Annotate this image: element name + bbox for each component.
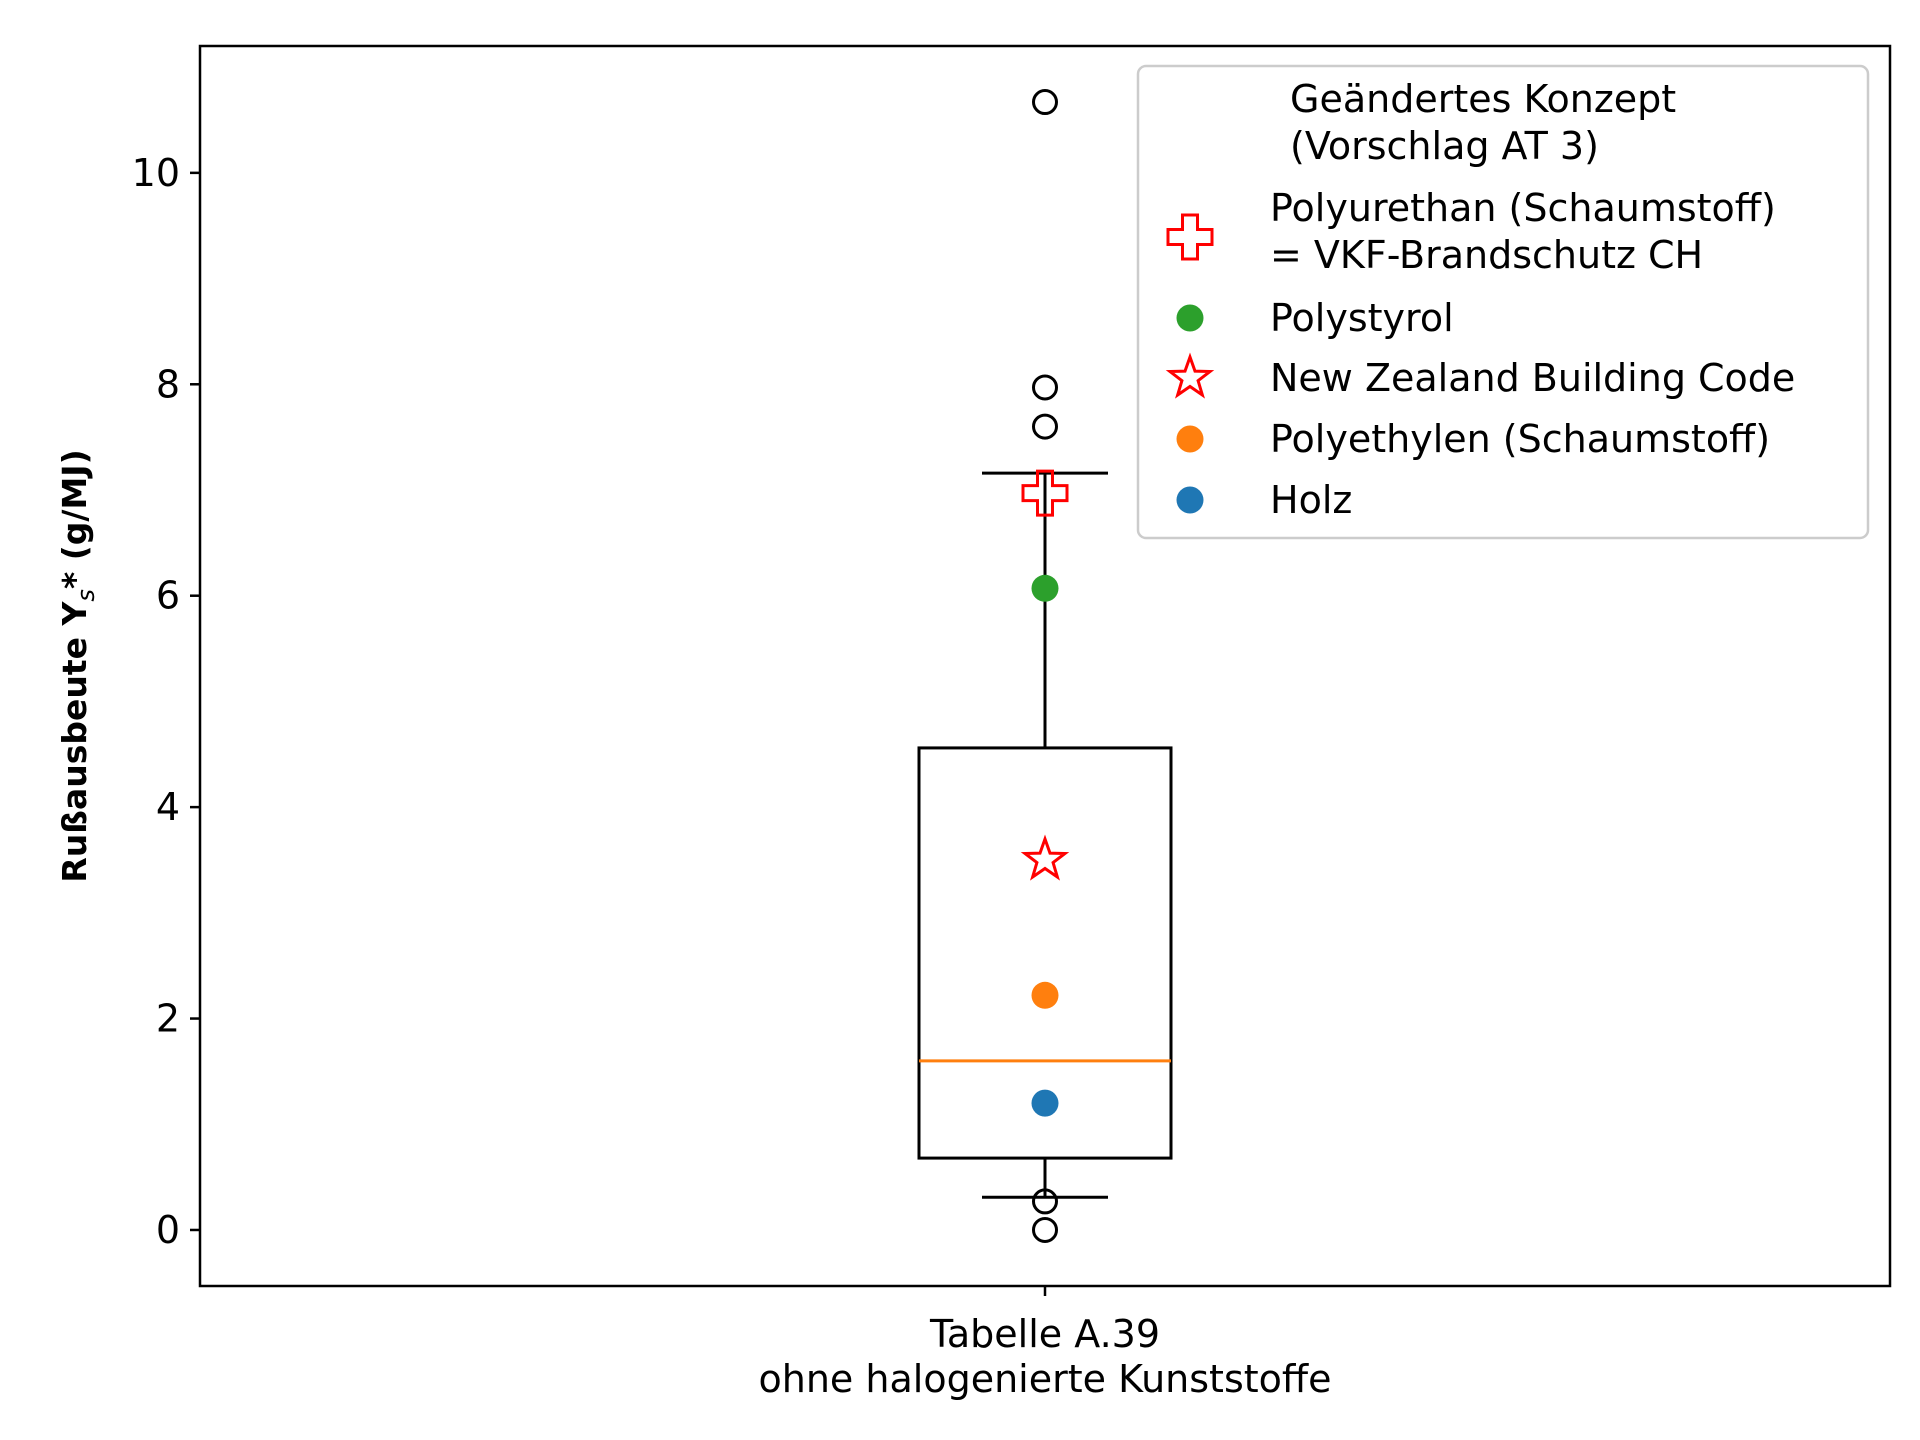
outliers — [1032, 89, 1058, 1243]
y-axis: 0 2 4 6 8 10 — [132, 151, 200, 1252]
y-tick-label: 8 — [156, 362, 180, 406]
legend-frame — [1136, 64, 1870, 540]
legend-label: = VKF-Brandschutz CH — [1270, 233, 1703, 277]
legend-label: Polyurethan (Schaumstoff) — [1270, 186, 1776, 230]
legend-marker-dot — [1176, 304, 1204, 332]
legend-title-line2: (Vorschlag AT 3) — [1290, 124, 1599, 168]
y-axis-label: Rußausbeute Ys* (g/MJ) — [55, 449, 100, 882]
legend-marker-dot — [1176, 425, 1204, 453]
marker-dot — [1031, 981, 1059, 1009]
y-axis-label-suffix: * (g/MJ) — [55, 449, 94, 589]
y-axis-label-subscript: s — [72, 589, 100, 602]
marker-dot — [1031, 1089, 1059, 1117]
legend-marker-cross — [1166, 213, 1214, 261]
reference-markers — [1020, 469, 1070, 1117]
y-axis-label-prefix: Rußausbeute Y — [55, 600, 94, 882]
marker-cross — [1021, 469, 1069, 517]
y-tick-label: 0 — [156, 1208, 180, 1252]
box-plot — [917, 471, 1173, 1199]
legend-label: Polyethylen (Schaumstoff) — [1270, 417, 1770, 461]
legend-marker-dot — [1176, 486, 1204, 514]
outlier-point — [1032, 374, 1058, 401]
legend-marker-star — [1165, 352, 1215, 399]
x-tick-label-line1: Tabelle A.39 — [929, 1312, 1160, 1356]
box-iqr — [917, 746, 1173, 1160]
outlier-point — [1032, 89, 1058, 116]
marker-dot — [1031, 574, 1059, 602]
marker-star — [1020, 834, 1070, 881]
x-tick-label-line2: ohne halogenierte Kunststoffe — [759, 1357, 1332, 1401]
outlier-point — [1032, 413, 1058, 440]
legend: Geändertes Konzept (Vorschlag AT 3) Poly… — [1136, 64, 1870, 540]
y-tick-label: 2 — [156, 997, 180, 1041]
legend-label: Polystyrol — [1270, 296, 1454, 340]
legend-label: New Zealand Building Code — [1270, 356, 1795, 400]
y-tick-label: 4 — [156, 785, 180, 829]
outlier-point — [1032, 1188, 1058, 1215]
legend-title-line1: Geändertes Konzept — [1290, 77, 1676, 121]
y-tick-label: 6 — [156, 574, 180, 618]
legend-label: Holz — [1270, 478, 1352, 522]
y-tick-label: 10 — [132, 151, 180, 195]
outlier-point — [1032, 1216, 1058, 1243]
